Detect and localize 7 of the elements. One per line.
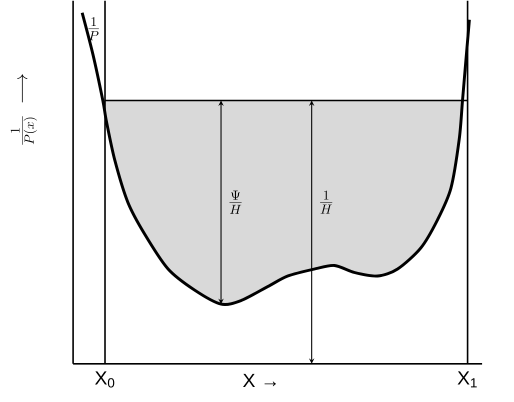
x-tick-label: X$_{0}$: [95, 371, 114, 388]
annotation: $\frac{\Psi}{H}$: [229, 190, 242, 214]
annotation: $\frac{1}{H}$: [320, 190, 332, 214]
series-label: $\frac{1}{P}$: [88, 17, 99, 40]
y-axis-title: $\frac{1}{P(x)}\;\longrightarrow$: [10, 74, 38, 145]
x-tick-label: X$_{1}$: [458, 371, 477, 388]
x-axis-title: X →: [243, 374, 276, 388]
